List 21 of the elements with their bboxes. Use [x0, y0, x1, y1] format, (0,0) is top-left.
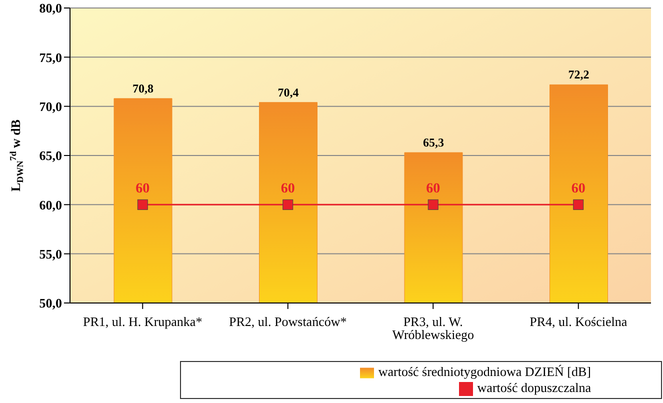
data-label: 60: [571, 182, 586, 197]
y-tick-label: 65,0: [39, 148, 62, 164]
data-label: 72,2: [568, 68, 590, 82]
y-tick-label: 55,0: [39, 246, 62, 262]
data-label: 60: [136, 182, 150, 197]
x-tick-label: PR2, ul. Powstańców*: [229, 314, 347, 330]
y-tick-label: 75,0: [39, 50, 62, 65]
legend-label: wartość średniotygodniowa DZIEŃ [dB]: [378, 364, 591, 379]
data-label: 70,4: [278, 85, 299, 100]
data-label: 70,8: [132, 81, 154, 96]
data-label: 60: [426, 182, 440, 197]
y-tick-label: 80,0: [39, 0, 62, 16]
y-tick-label: 50,0: [39, 296, 62, 311]
y-tick-label: 70,0: [39, 98, 62, 114]
y-tick-label: 60,0: [39, 197, 62, 212]
legend-label: wartość dopuszczalna: [477, 380, 591, 395]
x-tick-label: PR1, ul. H. Krupanka*: [83, 314, 202, 330]
data-label: 65,3: [423, 136, 444, 150]
x-tick-label: PR4, ul. Kościelna: [530, 314, 628, 330]
x-tick-label: PR3, ul. W. Wróblewskiego: [392, 314, 474, 342]
data-label: 60: [280, 182, 295, 197]
